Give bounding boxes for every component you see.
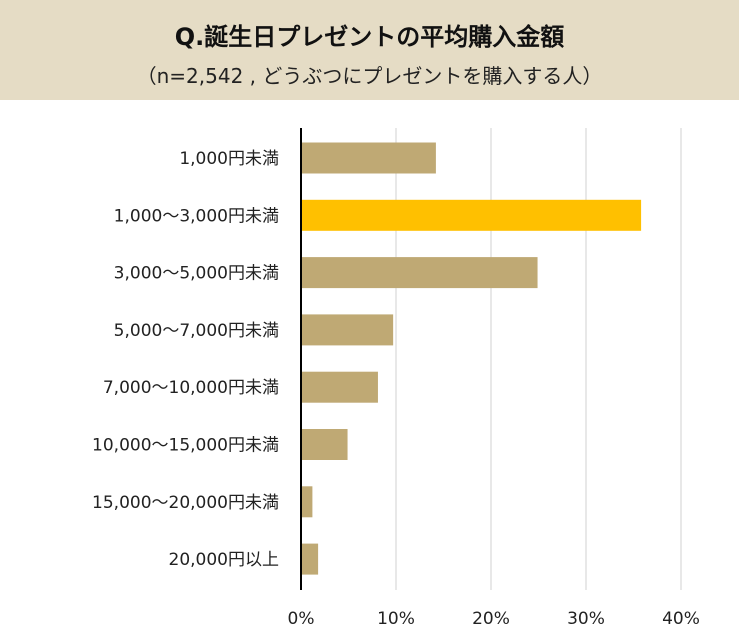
x-tick-label: 30% <box>567 609 605 629</box>
category-label: 20,000円以上 <box>169 550 279 570</box>
bar <box>301 142 436 174</box>
category-label: 7,000～10,000円未満 <box>103 378 279 398</box>
x-tick-label: 10% <box>377 609 415 629</box>
bars <box>301 142 642 575</box>
x-tick-label: 20% <box>472 609 510 629</box>
grid-lines <box>395 128 682 590</box>
category-label: 10,000～15,000円未満 <box>92 436 279 456</box>
chart-title: Q.誕生日プレゼントの平均購入金額 <box>174 23 565 51</box>
bar <box>301 543 319 575</box>
bar <box>301 257 538 289</box>
bar <box>301 486 313 518</box>
category-labels: 1,000円未満 1,000～3,000円未満 3,000～5,000円未満 5,00… <box>92 149 279 570</box>
chart-header: Q.誕生日プレゼントの平均購入金額 （n=2,542 , どうぶつにプレゼントを… <box>0 0 739 100</box>
category-label: 3,000～5,000円未満 <box>114 264 279 284</box>
category-label: 1,000円未満 <box>179 149 279 169</box>
category-label: 1,000～3,000円未満 <box>114 206 279 226</box>
chart-subtitle: （n=2,542 , どうぶつにプレゼントを購入する人） <box>136 64 603 88</box>
bar <box>301 314 394 346</box>
bar <box>301 371 378 403</box>
category-label: 5,000～7,000円未満 <box>114 321 279 341</box>
x-axis-ticks: 0% 10% 20% 30% 40% <box>288 609 700 629</box>
bar <box>301 429 348 460</box>
x-tick-label: 0% <box>288 609 315 629</box>
x-tick-label: 40% <box>662 609 700 629</box>
category-label: 15,000～20,000円未満 <box>92 493 279 513</box>
bar <box>301 199 642 231</box>
